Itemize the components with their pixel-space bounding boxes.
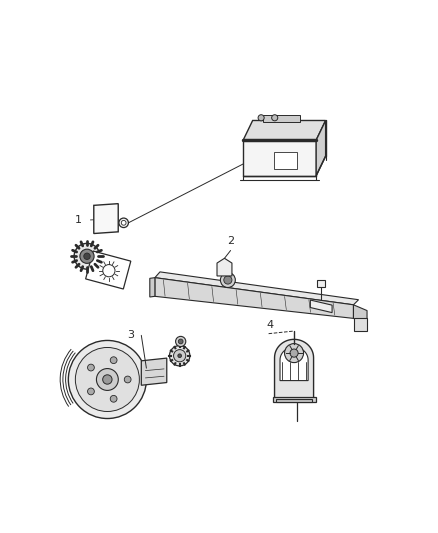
Circle shape <box>121 221 126 225</box>
Polygon shape <box>155 272 359 305</box>
Text: 1: 1 <box>75 215 82 225</box>
Circle shape <box>84 253 90 260</box>
Polygon shape <box>85 251 131 289</box>
Polygon shape <box>311 300 332 313</box>
Circle shape <box>178 339 183 344</box>
Circle shape <box>102 375 112 384</box>
Circle shape <box>96 368 118 390</box>
Circle shape <box>170 345 190 366</box>
Circle shape <box>178 354 181 358</box>
Polygon shape <box>353 305 367 324</box>
Circle shape <box>258 115 264 121</box>
Circle shape <box>80 249 94 263</box>
Polygon shape <box>317 280 325 287</box>
Polygon shape <box>243 120 325 140</box>
Polygon shape <box>263 115 300 122</box>
Circle shape <box>88 388 94 395</box>
Bar <box>276 399 311 402</box>
Circle shape <box>68 341 146 418</box>
Bar <box>274 152 297 169</box>
Text: 2: 2 <box>227 237 234 246</box>
Bar <box>272 397 315 402</box>
Circle shape <box>110 357 117 364</box>
Bar <box>354 318 367 331</box>
Polygon shape <box>150 278 155 297</box>
Circle shape <box>119 218 128 228</box>
Circle shape <box>75 348 139 411</box>
Circle shape <box>74 244 100 269</box>
Polygon shape <box>217 259 232 276</box>
Polygon shape <box>141 358 167 385</box>
Polygon shape <box>280 347 308 381</box>
Polygon shape <box>316 120 325 176</box>
Polygon shape <box>155 278 353 318</box>
Circle shape <box>88 364 94 371</box>
Polygon shape <box>275 340 314 399</box>
Text: 4: 4 <box>267 320 274 329</box>
Circle shape <box>224 276 232 284</box>
Circle shape <box>272 115 278 121</box>
Circle shape <box>220 272 235 287</box>
Circle shape <box>290 349 298 357</box>
Circle shape <box>173 350 186 362</box>
Circle shape <box>124 376 131 383</box>
Circle shape <box>285 344 304 362</box>
Circle shape <box>176 336 186 346</box>
Circle shape <box>103 264 115 277</box>
Text: 3: 3 <box>127 330 134 341</box>
Circle shape <box>110 395 117 402</box>
Polygon shape <box>243 140 316 176</box>
Polygon shape <box>94 204 118 233</box>
